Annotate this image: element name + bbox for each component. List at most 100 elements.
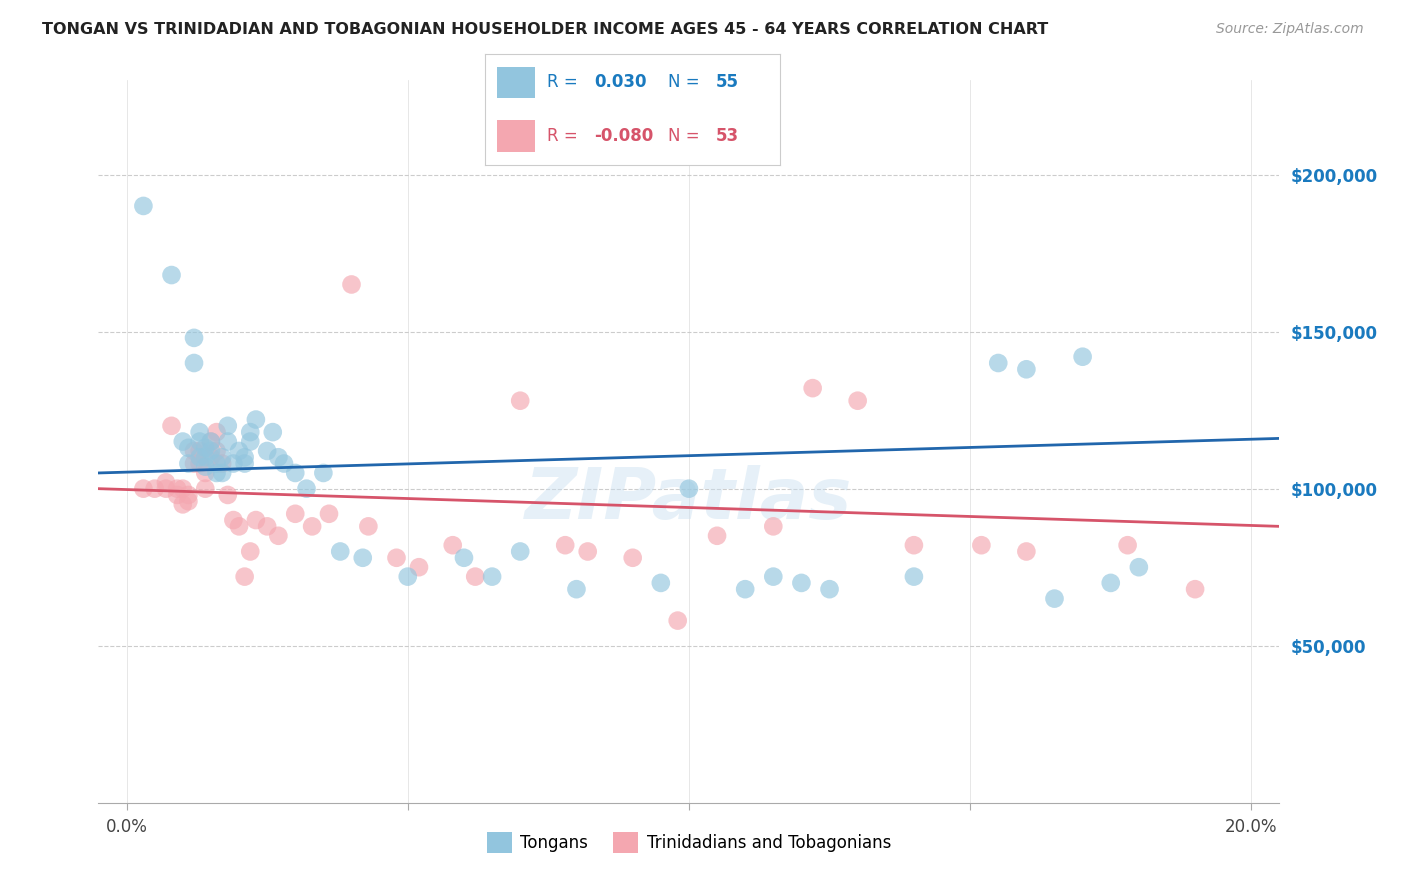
Point <box>188 450 211 465</box>
Point <box>211 450 233 465</box>
Text: -0.080: -0.080 <box>595 127 654 145</box>
Point <box>205 425 228 439</box>
Point <box>228 519 250 533</box>
Point <box>177 441 200 455</box>
Point <box>301 519 323 533</box>
Point <box>160 268 183 282</box>
Point <box>172 482 194 496</box>
Point <box>211 457 233 471</box>
Point <box>790 575 813 590</box>
Point <box>211 466 233 480</box>
Point <box>222 457 245 471</box>
Point <box>846 393 869 408</box>
Point <box>183 444 205 458</box>
Point <box>188 444 211 458</box>
Point <box>217 418 239 433</box>
Point <box>239 425 262 439</box>
Point <box>177 457 200 471</box>
Point <box>166 488 188 502</box>
Point <box>284 466 307 480</box>
Point <box>284 507 307 521</box>
Point <box>233 457 256 471</box>
Point <box>1015 544 1038 558</box>
Point <box>267 529 290 543</box>
Point <box>357 519 380 533</box>
Point <box>177 488 200 502</box>
Point <box>1128 560 1150 574</box>
Point <box>509 544 531 558</box>
Point <box>734 582 756 597</box>
Point <box>801 381 824 395</box>
Point <box>273 457 295 471</box>
Point <box>762 519 785 533</box>
Text: R =: R = <box>547 127 583 145</box>
Point <box>565 582 588 597</box>
Point <box>200 444 222 458</box>
Point <box>464 569 486 583</box>
Point <box>453 550 475 565</box>
Point <box>678 482 700 496</box>
Point <box>1184 582 1206 597</box>
Point <box>329 544 352 558</box>
Legend: Tongans, Trinidadians and Tobagonians: Tongans, Trinidadians and Tobagonians <box>481 826 897 860</box>
Text: 53: 53 <box>716 127 738 145</box>
Point <box>1099 575 1122 590</box>
Point <box>621 550 644 565</box>
Point <box>233 569 256 583</box>
Point <box>188 457 211 471</box>
Point <box>385 550 408 565</box>
Point <box>183 331 205 345</box>
Point <box>233 450 256 465</box>
Point <box>762 569 785 583</box>
Text: TONGAN VS TRINIDADIAN AND TOBAGONIAN HOUSEHOLDER INCOME AGES 45 - 64 YEARS CORRE: TONGAN VS TRINIDADIAN AND TOBAGONIAN HOU… <box>42 22 1049 37</box>
Point <box>408 560 430 574</box>
Point <box>1116 538 1139 552</box>
Point <box>132 199 155 213</box>
Point <box>318 507 340 521</box>
Point <box>576 544 599 558</box>
Point <box>188 425 211 439</box>
Point <box>256 519 278 533</box>
Point <box>183 457 205 471</box>
Point <box>194 466 217 480</box>
Point <box>239 544 262 558</box>
Point <box>970 538 993 552</box>
Point <box>1043 591 1066 606</box>
Point <box>155 475 177 490</box>
Point <box>295 482 318 496</box>
Point <box>554 538 576 552</box>
Point <box>1071 350 1094 364</box>
Point <box>818 582 841 597</box>
Point <box>205 444 228 458</box>
Point <box>340 277 363 292</box>
Point <box>222 513 245 527</box>
Point <box>267 450 290 465</box>
Point <box>1015 362 1038 376</box>
Point <box>188 434 211 449</box>
Point <box>172 497 194 511</box>
Point <box>205 457 228 471</box>
Point <box>987 356 1010 370</box>
Point <box>194 459 217 474</box>
Point <box>312 466 335 480</box>
Point <box>650 575 672 590</box>
Point <box>441 538 464 552</box>
Point <box>217 434 239 449</box>
Point <box>396 569 419 583</box>
Point <box>172 434 194 449</box>
Point <box>903 538 925 552</box>
Point <box>239 434 262 449</box>
Point <box>481 569 503 583</box>
Point <box>256 444 278 458</box>
Point <box>194 441 217 455</box>
Point <box>160 418 183 433</box>
Point <box>217 488 239 502</box>
Text: N =: N = <box>668 73 704 91</box>
Point <box>200 434 222 449</box>
Bar <box>496 120 536 152</box>
Point <box>143 482 166 496</box>
Bar <box>496 67 536 98</box>
Point <box>352 550 374 565</box>
Point <box>155 482 177 496</box>
Point <box>200 434 222 449</box>
